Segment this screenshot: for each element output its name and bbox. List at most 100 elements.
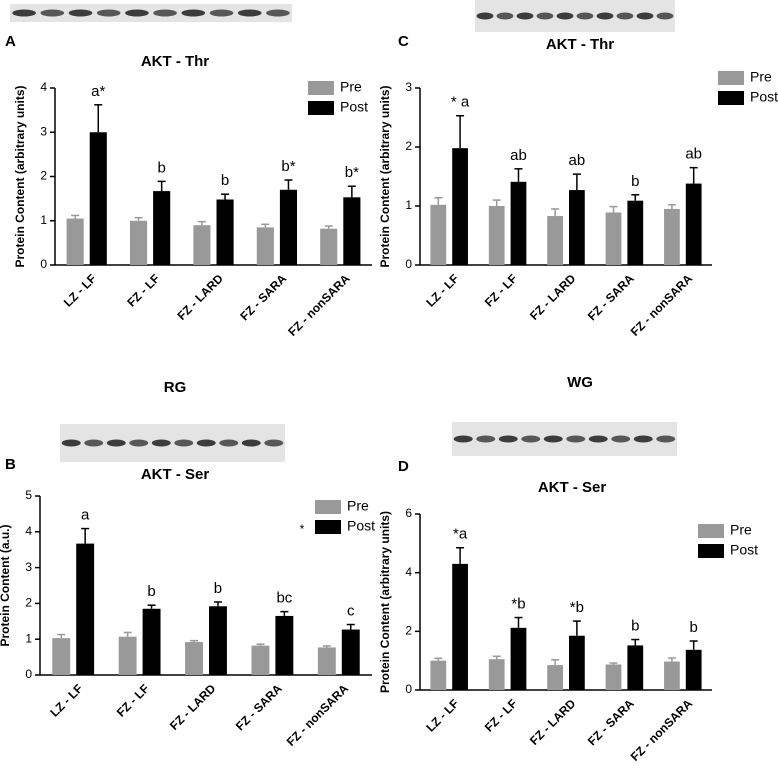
y-tick-label: 3 bbox=[40, 124, 47, 138]
bar bbox=[664, 208, 680, 265]
bar bbox=[547, 665, 563, 690]
legend-swatch bbox=[315, 520, 341, 534]
bar bbox=[627, 645, 644, 690]
blot-band bbox=[68, 9, 93, 17]
x-tick-label: FZ - LARD bbox=[167, 681, 219, 733]
blot-band bbox=[106, 439, 126, 447]
blot-band bbox=[453, 435, 473, 443]
x-tick-label: FZ - LF bbox=[482, 696, 520, 734]
bar bbox=[76, 543, 95, 675]
bar bbox=[118, 636, 137, 675]
bar bbox=[341, 629, 360, 675]
blot-band bbox=[566, 435, 586, 443]
y-tick-label: 5 bbox=[25, 488, 32, 502]
blot-band bbox=[129, 439, 149, 447]
bar bbox=[275, 615, 294, 675]
bar bbox=[627, 200, 644, 265]
bar bbox=[510, 181, 527, 265]
blot-band bbox=[498, 435, 518, 443]
bar bbox=[153, 191, 171, 265]
blot-band bbox=[536, 12, 554, 20]
blot-band bbox=[266, 9, 290, 17]
y-tick-label: 6 bbox=[405, 506, 412, 520]
blot-band bbox=[633, 435, 653, 443]
chart-title: AKT - Thr bbox=[546, 36, 614, 53]
blot-band bbox=[151, 439, 171, 447]
blot-band bbox=[521, 435, 541, 443]
y-tick-label: 2 bbox=[40, 169, 47, 183]
bar bbox=[605, 212, 622, 265]
blot-band bbox=[174, 439, 194, 447]
blot-band bbox=[237, 9, 262, 17]
bar bbox=[664, 661, 680, 690]
annotation: *b bbox=[570, 599, 584, 616]
x-tick-label: FZ - SARA bbox=[233, 681, 285, 733]
bar bbox=[685, 183, 702, 265]
y-tick-label: 4 bbox=[405, 565, 412, 579]
bar bbox=[685, 649, 702, 690]
y-tick-label: 2 bbox=[405, 139, 412, 153]
chart-title: AKT - Ser bbox=[141, 466, 210, 483]
legend-label: Post bbox=[750, 89, 778, 105]
blot-band bbox=[196, 439, 216, 447]
annotation: b bbox=[690, 619, 698, 636]
bar bbox=[343, 197, 361, 265]
group-title: WG bbox=[567, 374, 593, 391]
y-tick-label: 0 bbox=[405, 257, 412, 271]
annotation: a bbox=[81, 507, 90, 524]
bar bbox=[452, 148, 468, 265]
annotation: * a bbox=[451, 94, 470, 111]
legend-label: Post bbox=[730, 542, 758, 558]
bar bbox=[320, 228, 338, 265]
annotation: ab bbox=[685, 146, 702, 163]
blot-band bbox=[219, 439, 239, 447]
annotation: b bbox=[631, 173, 639, 190]
x-tick-label: FZ - LARD bbox=[527, 271, 579, 323]
bar bbox=[605, 664, 622, 690]
blot-band bbox=[264, 439, 284, 447]
x-tick-label: FZ - SARA bbox=[585, 696, 637, 748]
blot-band bbox=[61, 439, 81, 447]
annotation: c bbox=[347, 602, 355, 619]
bar bbox=[317, 647, 336, 675]
legend-label: Pre bbox=[750, 69, 772, 85]
bar bbox=[216, 199, 234, 265]
bar bbox=[52, 638, 71, 675]
bar bbox=[569, 635, 585, 690]
annotation: b* bbox=[345, 164, 359, 181]
y-axis-label: Protein Content (a.u.) bbox=[0, 525, 12, 647]
legend-swatch bbox=[718, 71, 744, 85]
legend-label: Post bbox=[340, 99, 368, 115]
blot-band bbox=[656, 435, 676, 443]
blot-band bbox=[596, 12, 614, 20]
blot-band bbox=[96, 9, 121, 17]
x-tick-label: LZ - LF bbox=[423, 271, 461, 309]
blot-background bbox=[10, 4, 292, 22]
x-tick-label: FZ - LF bbox=[482, 271, 520, 309]
legend-label: Pre bbox=[730, 522, 752, 538]
annotation: b bbox=[147, 583, 155, 600]
x-tick-label: FZ - nonSARA bbox=[628, 696, 696, 764]
blot-band bbox=[543, 435, 563, 443]
annotation: b bbox=[157, 159, 165, 176]
bar bbox=[488, 206, 505, 265]
annotation: ab bbox=[569, 152, 586, 169]
legend-label: Pre bbox=[340, 79, 362, 95]
bar bbox=[510, 627, 527, 690]
panel-label: A bbox=[5, 33, 16, 50]
blot-band bbox=[636, 12, 654, 20]
bar bbox=[142, 608, 161, 675]
x-tick-label: FZ - LF bbox=[114, 681, 152, 719]
y-tick-label: 0 bbox=[25, 667, 32, 681]
bar bbox=[452, 563, 468, 690]
y-tick-label: 3 bbox=[405, 80, 412, 94]
blot-band bbox=[125, 9, 149, 17]
bar bbox=[251, 645, 270, 675]
x-tick-label: FZ - SARA bbox=[585, 271, 637, 323]
group-title: RG bbox=[164, 379, 187, 396]
bar bbox=[193, 225, 211, 265]
annotation: a* bbox=[91, 83, 105, 100]
blot-band bbox=[496, 12, 514, 20]
legend-swatch bbox=[698, 544, 724, 558]
legend-label: Pre bbox=[347, 498, 369, 514]
